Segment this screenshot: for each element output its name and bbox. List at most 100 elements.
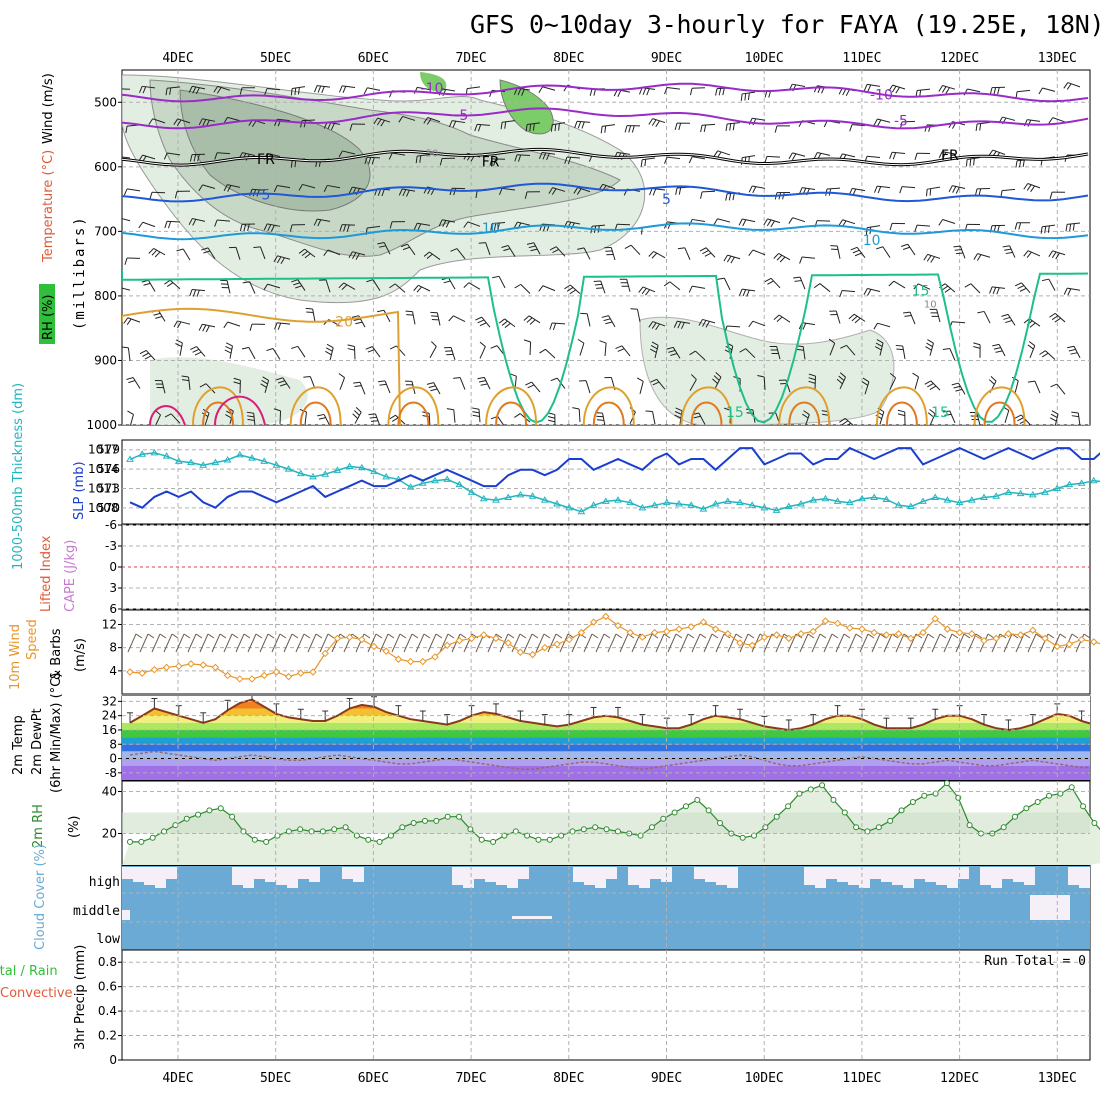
wind-speed-point (675, 625, 683, 633)
wind-barb (298, 183, 316, 191)
warm-loop (875, 386, 928, 425)
thickness-point (1016, 489, 1025, 497)
cloud-clear-cell (837, 867, 848, 882)
wind-barb (501, 245, 516, 257)
wind-barb (1001, 313, 1016, 326)
wind-barb-10m (511, 633, 521, 653)
thickness-tick-label: 579 (97, 443, 120, 457)
thickness-point (858, 494, 866, 502)
rh-point (614, 828, 621, 835)
wind-barb (914, 224, 931, 232)
rh-point (830, 796, 837, 803)
wind-barb (1050, 383, 1066, 395)
wind10m-panel: 4 8 12 (102, 609, 1100, 695)
wind-speed-point (1077, 635, 1086, 644)
wind-barb (438, 219, 456, 228)
wind-barb (317, 413, 331, 425)
rh-shade-low2 (150, 357, 308, 425)
wind-speed-point (1029, 626, 1037, 634)
cloud-clear-cell (595, 867, 606, 888)
temp-band (122, 722, 1090, 730)
wind-barb-10m-flag (219, 633, 227, 639)
isotherm-label: -5 (454, 108, 468, 124)
wind-barb (223, 184, 241, 192)
rh-point (1023, 805, 1030, 812)
cloud-clear-cell (903, 867, 914, 888)
wind-barb (298, 248, 316, 259)
cloud-clear-cell (155, 867, 166, 888)
wind-barb-10m-flag (687, 633, 695, 639)
thickness-point (626, 498, 635, 506)
warm-loop (387, 386, 440, 425)
wind-barb (363, 87, 381, 95)
wind-speed-point (467, 634, 476, 643)
wind-barb-10m (931, 633, 941, 653)
thickness-point (382, 472, 391, 480)
wind-barb (897, 409, 906, 425)
cloud-clear-cell (859, 867, 870, 888)
rh-point (399, 824, 406, 831)
wind-barb (925, 186, 941, 197)
wind-barb (498, 187, 516, 196)
y-tick-label: -8 (105, 766, 117, 780)
warm-loop (778, 386, 831, 425)
wind-speed-point (614, 621, 622, 630)
wind-speed-point (370, 642, 378, 651)
wind-barb (829, 310, 841, 324)
slp-ylabel-right: SLP (mb) (72, 461, 87, 520)
wind-barb-10m-flag (675, 633, 683, 639)
wind-barb (648, 321, 666, 331)
wind-barb (189, 289, 206, 297)
wind-barb (938, 219, 956, 226)
wind-barb (273, 255, 291, 265)
wind-barb-10m-flag (747, 633, 755, 639)
wind-barb (912, 372, 920, 390)
wind-barb (873, 322, 891, 330)
y-tick-label: 600 (94, 160, 117, 174)
y-tick-label: 900 (94, 353, 117, 367)
wind-barb-10m (535, 633, 545, 653)
wind-barb (989, 86, 1006, 95)
rh-point (546, 836, 553, 843)
rh-point (1080, 803, 1087, 810)
y-tick-label: 8 (109, 641, 117, 655)
wind-barb (840, 344, 856, 356)
wind-barb (674, 122, 691, 131)
wind-barb (830, 245, 841, 259)
wind-barb (188, 85, 206, 95)
rh-point (660, 815, 667, 822)
wind-barb (229, 246, 241, 260)
wind-barb-10m (691, 633, 701, 653)
wind-barb (1014, 222, 1031, 230)
thickness-point (455, 480, 464, 488)
wind-barb (764, 277, 781, 289)
wind-barb (975, 121, 991, 131)
thickness-point (1004, 488, 1013, 495)
wind-barb (201, 247, 216, 260)
wind-barb-10m-flag (243, 633, 251, 639)
wind-barb (1015, 282, 1031, 294)
cloud-clear-cell (639, 867, 650, 888)
wind-barb (450, 248, 466, 260)
wind-speed-point (699, 618, 708, 626)
slp-tick-label: 1011 (88, 481, 119, 495)
wind-barb (429, 341, 437, 359)
wind-barb (763, 218, 781, 228)
rh-contour-label: 10 (924, 300, 937, 311)
rh-point (592, 824, 599, 831)
wind-barb (689, 374, 697, 392)
wind-barb (848, 313, 866, 324)
wind-barb-10m-flag (267, 633, 275, 639)
wind-barb (573, 187, 591, 195)
wind-barb (595, 412, 606, 425)
cloud-clear-cell (705, 867, 716, 882)
cape-ylabel-cape: CAPE (J/kg) (63, 540, 78, 612)
wind-barb-10m (847, 633, 857, 653)
wind-speed-point (406, 657, 415, 666)
wind-barb (1027, 341, 1036, 358)
wind-barb-10m-flag (435, 633, 443, 639)
wind-barb-10m-flag (231, 633, 239, 639)
thickness-point (272, 461, 281, 468)
wind-barb (1071, 411, 1081, 425)
wind-barb-10m-flag (543, 633, 551, 639)
